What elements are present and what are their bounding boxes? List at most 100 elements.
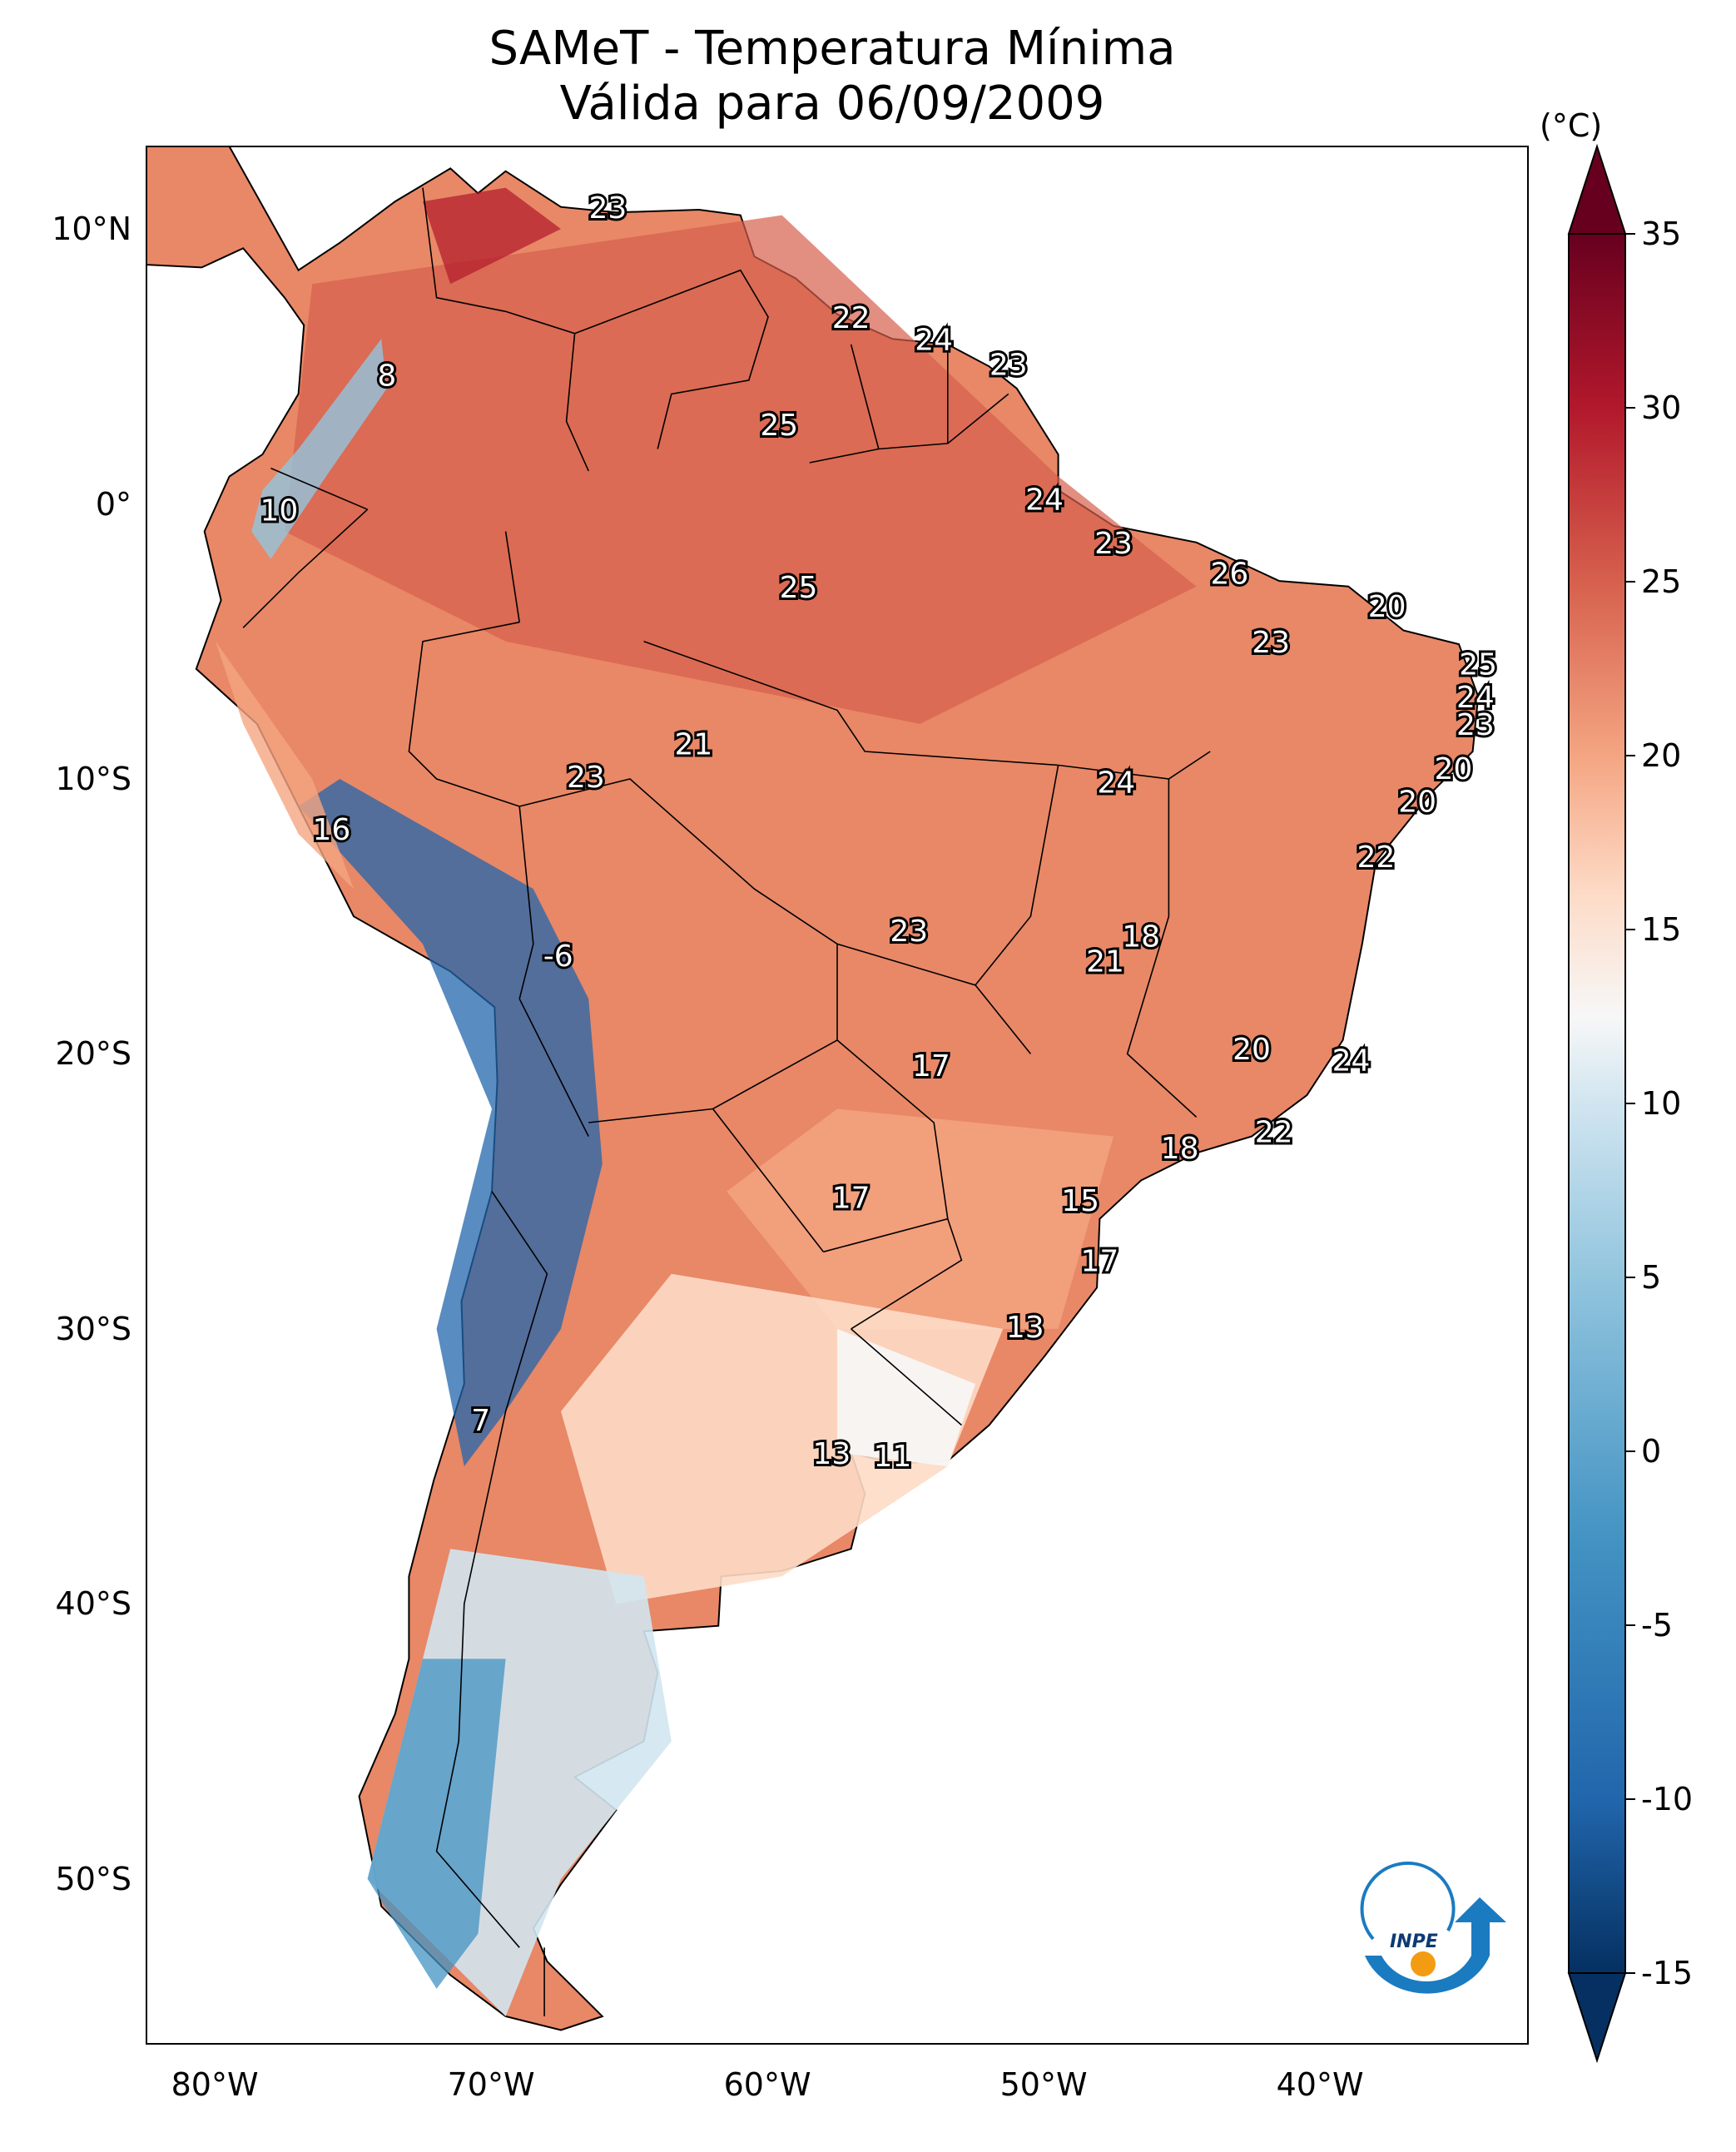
lat-tick-label: 0° — [95, 485, 131, 523]
border-line — [270, 467, 368, 510]
uruguay-cold — [837, 1328, 975, 1467]
map-subtitle: Válida para 06/09/2009 — [559, 77, 1105, 131]
station-temperature-label: 21 — [1086, 945, 1124, 979]
inpe-logo: INPE — [1360, 1862, 1506, 1994]
colorbar-tick-label: 10 — [1641, 1085, 1681, 1122]
lat-tick-label: 20°S — [55, 1035, 131, 1073]
station-temperature-label: 22 — [832, 301, 870, 335]
station-temperature-label: 20 — [1233, 1033, 1271, 1067]
colorbar-tick-label: 25 — [1641, 563, 1681, 600]
svg-text:INPE: INPE — [1390, 1931, 1438, 1952]
station-temperature-label: 23 — [1456, 708, 1495, 742]
lon-tick-label: 70°W — [447, 2066, 535, 2103]
lon-tick-label: 50°W — [999, 2066, 1088, 2103]
lat-tick-label: 10°S — [55, 761, 131, 797]
station-temperature-label: 10 — [260, 494, 298, 528]
border-line — [518, 806, 534, 999]
border-line — [851, 1218, 963, 1330]
colorbar-tick-label: -15 — [1641, 1955, 1693, 1991]
map-title: SAMeT - Temperatura Mínima — [489, 22, 1176, 76]
border-line — [518, 998, 589, 1137]
station-temperature-label: 13 — [812, 1437, 851, 1471]
station-temperature-label: 8 — [377, 359, 396, 394]
border-line — [850, 344, 880, 449]
station-temperature-label: 20 — [1368, 590, 1406, 624]
coastal-peru — [216, 641, 354, 890]
station-temperature-label: 25 — [780, 571, 818, 605]
station-temperature-label: 17 — [912, 1049, 950, 1083]
station-temperature-label: 15 — [1061, 1184, 1099, 1218]
warm-north — [285, 215, 1197, 724]
lat-tick-label: 50°S — [55, 1860, 131, 1897]
patagonia-andes — [367, 1659, 506, 1989]
lat-tick-label: 30°S — [55, 1310, 131, 1347]
station-temperature-label: 18 — [1122, 920, 1160, 955]
border-line — [422, 187, 589, 472]
station-temperature-label: 24 — [1097, 766, 1135, 801]
station-temperature-label: 22 — [1357, 840, 1395, 875]
border-line — [643, 641, 1211, 780]
border-line — [712, 1108, 825, 1252]
lon-tick-label: 80°W — [171, 2066, 259, 2103]
station-temperature-label: 13 — [1006, 1311, 1044, 1345]
station-temperature-label: 23 — [890, 915, 928, 949]
border-line — [504, 531, 520, 622]
border-line — [574, 269, 769, 449]
station-temperature-label: 23 — [567, 761, 605, 795]
station-temperature-label: 18 — [1161, 1132, 1199, 1166]
station-temperature-label: 17 — [832, 1182, 870, 1216]
border-line — [519, 778, 838, 1040]
lon-tick-label: 60°W — [723, 2066, 811, 2103]
colorbar-tick-label: -10 — [1641, 1781, 1693, 1817]
station-temperature-label: 7 — [471, 1404, 490, 1438]
station-temperature-label: 24 — [1456, 681, 1495, 715]
country-borders — [242, 187, 1211, 2016]
border-line — [435, 1191, 548, 1948]
station-temperature-label: 23 — [588, 191, 627, 226]
border-line — [836, 943, 976, 986]
border-line — [974, 765, 1059, 1054]
border-line — [809, 393, 1009, 464]
station-temperature-label: 24 — [1332, 1044, 1371, 1078]
station-temperature-label: 24 — [1025, 483, 1064, 517]
lon-tick-label: 40°W — [1276, 2066, 1364, 2103]
colorbar-tick-label: 5 — [1641, 1259, 1661, 1296]
hot-venezuela — [423, 187, 561, 285]
station-temperature-label: 21 — [674, 727, 712, 761]
northern-andes — [251, 339, 387, 559]
station-temperature-label: 26 — [1210, 558, 1248, 592]
colorbar-tick-label: 20 — [1641, 737, 1681, 774]
station-temperature-label: -6 — [543, 940, 573, 974]
southeast-mild — [727, 1108, 1114, 1329]
station-temperature-label: 17 — [1080, 1245, 1118, 1279]
colorbar: 35 30 25 20 15 10 5 0 -5 -10 -15 — [1567, 143, 1693, 2064]
colorbar-unit: (°C) — [1540, 107, 1603, 144]
border-line — [823, 1039, 949, 1253]
station-temperature-label: 22 — [1255, 1115, 1293, 1149]
station-temperature-label: 16 — [312, 813, 350, 847]
central-andes — [298, 779, 603, 1467]
border-line — [408, 621, 520, 807]
border-line — [242, 508, 369, 628]
station-temperature-label: 25 — [1459, 648, 1497, 682]
station-temperature-label: 11 — [873, 1440, 911, 1474]
colorbar-tick-label: -5 — [1641, 1607, 1673, 1644]
border-line — [851, 1328, 962, 1426]
station-temperature-label: 23 — [1094, 527, 1133, 561]
station-temperature-label: 23 — [990, 348, 1028, 382]
south-america-landmass — [146, 146, 1480, 2031]
colorbar-tick-label: 35 — [1641, 216, 1681, 252]
station-temperature-label: 20 — [1434, 752, 1472, 786]
border-line — [1126, 779, 1198, 1118]
lat-tick-label: 10°N — [52, 211, 131, 248]
station-temperature-label: 23 — [1252, 626, 1290, 660]
colorbar-tick-label: 30 — [1641, 389, 1681, 426]
colorbar-tick-label: 15 — [1641, 911, 1681, 948]
lat-tick-label: 40°S — [55, 1585, 131, 1623]
station-temperature-label: 20 — [1398, 786, 1436, 820]
station-temperature-label: 25 — [760, 409, 798, 443]
station-temperature-label: 24 — [915, 324, 953, 358]
colorbar-tick-label: 0 — [1641, 1433, 1661, 1470]
